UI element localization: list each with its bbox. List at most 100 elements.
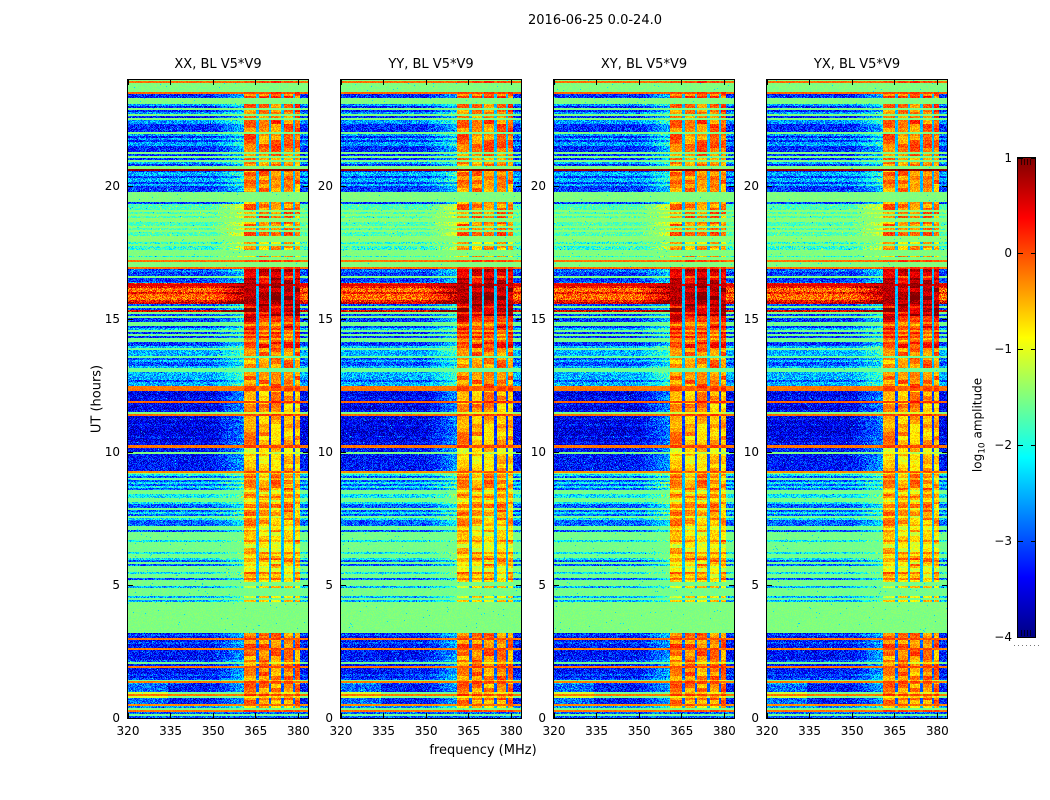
x-tick-label: 320 [755,724,779,738]
x-tick-label: 320 [116,724,140,738]
y-tick-label: 15 [104,312,120,327]
x-tick-label: 380 [286,724,310,738]
x-axis-tick [170,713,172,718]
x-axis-tick [851,80,853,85]
x-tick-label: 335 [159,724,183,738]
colorbar-tick [1031,636,1036,638]
colorbar-tick [1018,636,1023,638]
y-axis-tick [554,451,559,453]
colorbar-tick [1031,157,1036,159]
y-tick-label: 10 [530,445,546,460]
y-axis-tick [128,584,133,586]
x-axis-tick [553,713,555,718]
x-axis-tick [212,80,214,85]
y-axis-tick [554,717,559,719]
panel-title: YY, BL V5*V9 [388,57,474,72]
x-axis-tick [936,80,938,85]
x-axis-tick [894,80,896,85]
y-axis-tick [341,318,346,320]
colorbar-tick-label: −3 [994,533,1012,548]
spectrogram-canvas [767,80,947,718]
y-tick-label: 20 [530,179,546,194]
x-axis-label: frequency (MHz) [429,743,537,758]
x-axis-tick [894,713,896,718]
y-axis-tick [942,584,947,586]
y-axis-tick [942,717,947,719]
plot-frame [553,79,735,719]
x-tick-label: 320 [329,724,353,738]
x-tick-label: 365 [244,724,268,738]
colorbar-tick [1031,253,1036,255]
x-tick-label: 335 [798,724,822,738]
x-axis-tick [596,80,598,85]
y-tick-label: 5 [112,578,120,593]
x-tick-label: 350 [201,724,225,738]
x-axis-tick [127,713,129,718]
x-axis-tick [851,713,853,718]
y-axis-tick [942,318,947,320]
x-tick-label: 380 [925,724,949,738]
x-axis-tick [553,80,555,85]
y-tick-label: 5 [538,578,546,593]
x-axis-tick [681,713,683,718]
colorbar-tick-label: −4 [994,629,1012,644]
y-axis-tick [303,717,308,719]
x-axis-tick [638,80,640,85]
y-axis-tick [516,318,521,320]
x-axis-tick [681,80,683,85]
colorbar-label: log10 amplitude [970,377,988,473]
x-axis-tick [596,713,598,718]
y-axis-tick [303,318,308,320]
y-tick-label: 0 [751,711,759,725]
y-axis-tick [303,185,308,187]
colorbar-tick [1018,540,1023,542]
y-axis-tick [729,584,734,586]
y-tick-label: 5 [751,578,759,593]
x-axis-tick [340,713,342,718]
y-axis-tick [341,717,346,719]
y-tick-label: 20 [317,179,333,194]
x-axis-tick [425,713,427,718]
colorbar-tick [1031,349,1036,351]
x-axis-tick [936,713,938,718]
colorbar-top-minor-ticks [1021,159,1033,165]
x-axis-tick [170,80,172,85]
x-axis-tick [383,80,385,85]
colorbar-tick [1018,157,1023,159]
x-axis-tick [638,713,640,718]
y-axis-tick [767,584,772,586]
x-axis-tick [127,80,129,85]
x-axis-tick [297,713,299,718]
y-axis-tick [767,451,772,453]
panel-title: XX, BL V5*V9 [174,57,262,72]
x-axis-tick [723,713,725,718]
y-axis-tick [942,185,947,187]
y-axis-tick [516,185,521,187]
y-axis-tick [767,185,772,187]
plot-frame [340,79,522,719]
panel-title: YX, BL V5*V9 [813,57,901,72]
colorbar-underline-dots [1014,645,1040,646]
spectrogram-canvas [128,80,308,718]
colorbar-tick-label: 0 [1004,246,1012,261]
y-axis-tick [554,318,559,320]
panel-title: XY, BL V5*V9 [600,57,688,72]
y-tick-label: 20 [743,179,759,194]
plot-frame [127,79,309,719]
y-tick-label: 0 [538,711,546,725]
y-tick-label: 10 [104,445,120,460]
y-axis-label: UT (hours) [89,364,105,434]
plot-frame [766,79,948,719]
y-tick-label: 15 [530,312,546,327]
colorbar-tick [1018,253,1023,255]
colorbar-tick-label: 1 [1004,150,1012,165]
y-tick-label: 10 [317,445,333,460]
x-tick-label: 320 [542,724,566,738]
y-axis-tick [341,185,346,187]
y-axis-tick [729,717,734,719]
y-axis-tick [729,185,734,187]
colorbar-tick-label: −2 [994,437,1012,452]
x-tick-label: 335 [372,724,396,738]
x-tick-label: 350 [414,724,438,738]
